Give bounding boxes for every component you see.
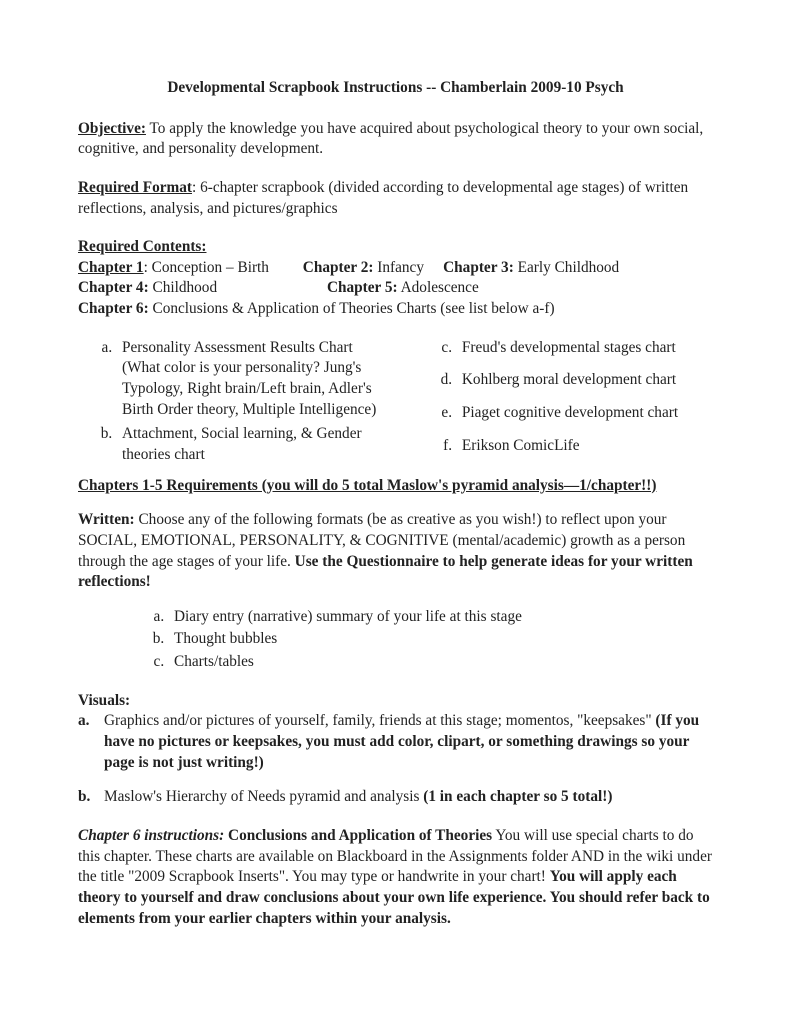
- visuals-b-text: Maslow's Hierarchy of Needs pyramid and …: [104, 788, 423, 805]
- ch6-label-bold: Conclusions and Application of Theories: [224, 827, 492, 844]
- required-format-paragraph: Required Format: 6-chapter scrapbook (di…: [78, 178, 713, 219]
- ch3-label: Chapter 3:: [443, 259, 514, 276]
- list-item-d: Kohlberg moral development chart: [456, 370, 713, 391]
- visuals-block: Visuals: a. Graphics and/or pictures of …: [78, 691, 713, 808]
- visuals-item-b: b. Maslow's Hierarchy of Needs pyramid a…: [78, 787, 713, 808]
- list-item-b: Attachment, Social learning, & Gender th…: [116, 424, 388, 465]
- ch3-text: Early Childhood: [514, 259, 619, 276]
- format-option-a: Diary entry (narrative) summary of your …: [168, 607, 713, 628]
- marker-b: b.: [78, 787, 104, 808]
- theory-list-columns: Personality Assessment Results Chart (Wh…: [78, 338, 713, 470]
- required-format-label: Required Format: [78, 179, 192, 196]
- document-page: Developmental Scrapbook Instructions -- …: [0, 0, 791, 1024]
- ch5-text: Adolescence: [398, 279, 479, 296]
- visuals-b-bold: (1 in each chapter so 5 total!): [423, 788, 612, 805]
- ch6-label: Chapter 6:: [78, 300, 149, 317]
- objective-text: To apply the knowledge you have acquired…: [78, 120, 703, 158]
- theory-list-left: Personality Assessment Results Chart (Wh…: [78, 338, 388, 470]
- list-item-c: Freud's developmental stages chart: [456, 338, 713, 359]
- visuals-label: Visuals:: [78, 691, 713, 712]
- ch1-text: : Conception – Birth: [144, 259, 269, 276]
- chapters-row-3: Chapter 6: Conclusions & Application of …: [78, 299, 713, 320]
- objective-paragraph: Objective: To apply the knowledge you ha…: [78, 119, 713, 160]
- page-title: Developmental Scrapbook Instructions -- …: [78, 78, 713, 99]
- chapter-6-instructions: Chapter 6 instructions: Conclusions and …: [78, 826, 713, 929]
- chapters-requirements-header: Chapters 1-5 Requirements (you will do 5…: [78, 476, 713, 497]
- ch5-label: Chapter 5:: [327, 279, 398, 296]
- required-contents-block: Required Contents: Chapter 1: Conception…: [78, 237, 713, 320]
- ch6-label-italic: Chapter 6 instructions:: [78, 827, 224, 844]
- list-item-a: Personality Assessment Results Chart (Wh…: [116, 338, 388, 421]
- visuals-a-text: Graphics and/or pictures of yourself, fa…: [104, 712, 655, 729]
- written-paragraph: Written: Choose any of the following for…: [78, 510, 713, 593]
- ch2-text: Infancy: [373, 259, 424, 276]
- format-option-b: Thought bubbles: [168, 629, 713, 650]
- chapters-row-2: Chapter 4: Childhood Chapter 5: Adolesce…: [78, 278, 713, 299]
- visuals-item-a: a. Graphics and/or pictures of yourself,…: [78, 711, 713, 773]
- ch4-text: Childhood: [149, 279, 217, 296]
- format-options-list: Diary entry (narrative) summary of your …: [78, 607, 713, 673]
- theory-list-right: Freud's developmental stages chart Kohlb…: [418, 338, 713, 470]
- ch6-text: Conclusions & Application of Theories Ch…: [149, 300, 555, 317]
- format-option-c: Charts/tables: [168, 652, 713, 673]
- objective-label: Objective:: [78, 120, 146, 137]
- ch1-label: Chapter 1: [78, 259, 144, 276]
- list-item-e: Piaget cognitive development chart: [456, 403, 713, 424]
- written-label: Written:: [78, 511, 135, 528]
- ch4-label: Chapter 4:: [78, 279, 149, 296]
- ch2-label: Chapter 2:: [303, 259, 374, 276]
- list-item-f: Erikson ComicLife: [456, 436, 713, 457]
- marker-a: a.: [78, 711, 104, 773]
- chapters-row-1: Chapter 1: Conception – Birth Chapter 2:…: [78, 258, 713, 279]
- required-contents-label: Required Contents:: [78, 237, 713, 258]
